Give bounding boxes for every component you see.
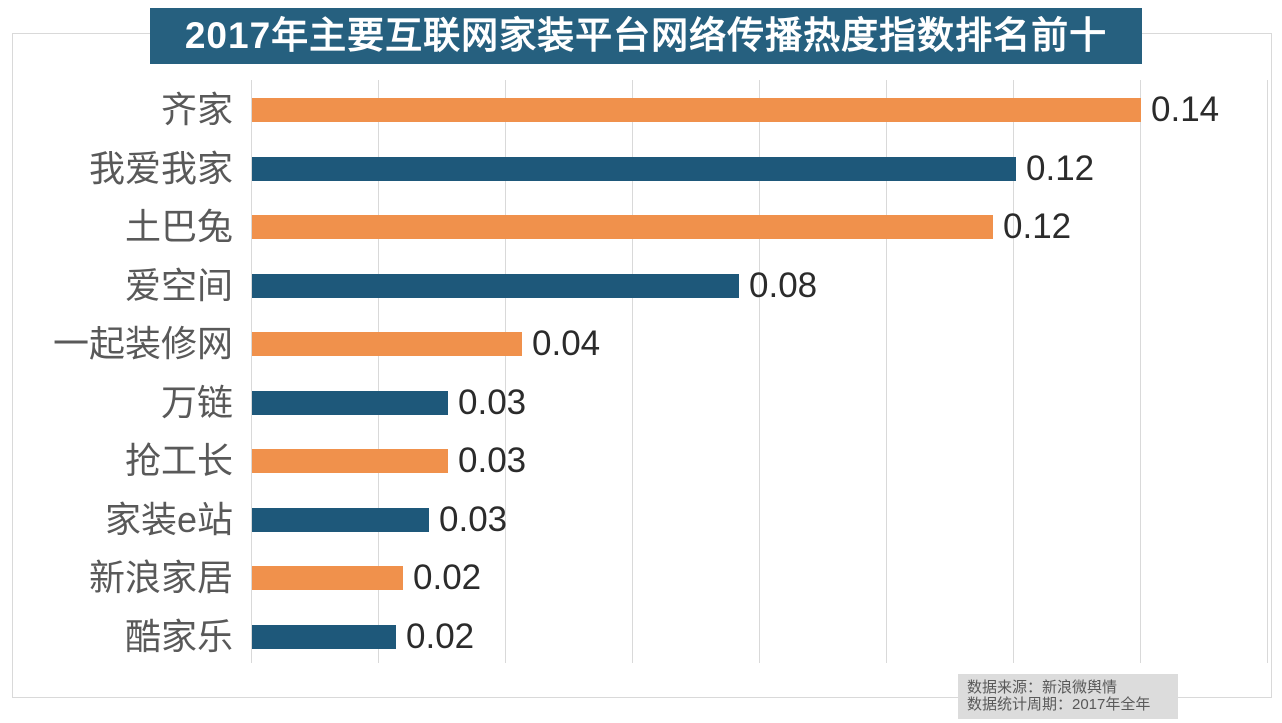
value-label: 0.03 bbox=[439, 500, 508, 539]
bar bbox=[252, 274, 739, 298]
bar bbox=[252, 157, 1016, 181]
gridline bbox=[251, 80, 252, 663]
value-label: 0.02 bbox=[406, 617, 475, 656]
bar bbox=[252, 625, 396, 649]
bar bbox=[252, 98, 1141, 122]
value-label: 0.03 bbox=[458, 441, 527, 480]
bar bbox=[252, 508, 429, 532]
value-label: 0.14 bbox=[1151, 90, 1220, 129]
bar bbox=[252, 391, 448, 415]
category-label: 抢工长 bbox=[124, 440, 233, 481]
chart-title: 2017年主要互联网家装平台网络传播热度指数排名前十 bbox=[150, 8, 1142, 64]
category-label: 酷家乐 bbox=[124, 616, 233, 657]
gridline bbox=[759, 80, 760, 663]
category-label: 万链 bbox=[160, 382, 233, 423]
bar bbox=[252, 332, 522, 356]
value-label: 0.02 bbox=[413, 558, 482, 597]
value-label: 0.12 bbox=[1003, 207, 1072, 246]
gridline bbox=[378, 80, 379, 663]
category-label: 土巴兔 bbox=[124, 206, 233, 247]
gridline bbox=[1267, 80, 1268, 663]
gridline bbox=[505, 80, 506, 663]
bar bbox=[252, 215, 993, 239]
bar bbox=[252, 449, 448, 473]
category-label: 新浪家居 bbox=[88, 557, 233, 598]
category-label: 一起装修网 bbox=[52, 323, 233, 364]
gridline bbox=[1013, 80, 1014, 663]
source-note: 数据来源：新浪微舆情 数据统计周期：2017年全年 bbox=[958, 674, 1178, 719]
value-label: 0.12 bbox=[1026, 149, 1095, 188]
chart-frame bbox=[12, 33, 1272, 698]
gridline bbox=[886, 80, 887, 663]
source-line-2: 数据统计周期：2017年全年 bbox=[967, 696, 1151, 713]
value-label: 0.04 bbox=[532, 324, 601, 363]
bar bbox=[252, 566, 403, 590]
gridline bbox=[632, 80, 633, 663]
category-label: 家装e站 bbox=[104, 499, 233, 540]
gridline bbox=[1140, 80, 1141, 663]
source-line-1: 数据来源：新浪微舆情 bbox=[967, 679, 1118, 696]
category-label: 齐家 bbox=[160, 89, 233, 130]
value-label: 0.03 bbox=[458, 383, 527, 422]
value-label: 0.08 bbox=[749, 266, 818, 305]
category-label: 爱空间 bbox=[124, 265, 233, 306]
category-label: 我爱我家 bbox=[88, 148, 233, 189]
